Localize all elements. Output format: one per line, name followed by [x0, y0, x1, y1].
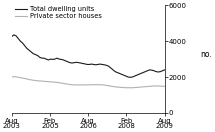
Total dwelling units [64, 60, 67, 62]
Total dwelling units [99, 63, 101, 65]
Private sector houses [163, 86, 166, 87]
Private sector houses [125, 87, 127, 89]
Private sector houses [116, 86, 119, 88]
Line: Total dwelling units: Total dwelling units [12, 35, 165, 77]
Private sector houses [155, 85, 157, 87]
Private sector houses [99, 84, 101, 86]
Line: Private sector houses: Private sector houses [12, 77, 165, 88]
Private sector houses [64, 83, 67, 85]
Total dwelling units [13, 34, 15, 36]
Total dwelling units [10, 36, 13, 37]
Total dwelling units [34, 54, 37, 55]
Total dwelling units [163, 69, 166, 71]
Total dwelling units [129, 77, 132, 78]
Total dwelling units [116, 72, 119, 73]
Private sector houses [110, 85, 112, 87]
Legend: Total dwelling units, Private sector houses: Total dwelling units, Private sector hou… [15, 6, 102, 19]
Private sector houses [13, 76, 15, 77]
Total dwelling units [155, 71, 157, 72]
Total dwelling units [110, 67, 112, 69]
Private sector houses [34, 80, 37, 81]
Private sector houses [10, 76, 13, 78]
Y-axis label: no.: no. [200, 50, 212, 59]
